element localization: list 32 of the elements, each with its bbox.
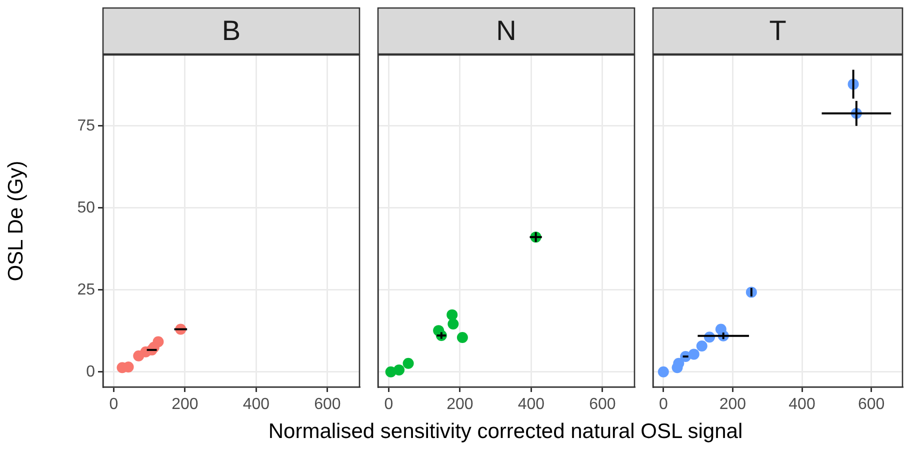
point	[446, 309, 458, 320]
x-tick-label: 600	[858, 396, 885, 414]
point	[456, 332, 468, 343]
y-tick-label: 25	[77, 281, 96, 298]
y-tick-label: 50	[77, 199, 96, 216]
chart-title: T	[769, 15, 786, 46]
y-tick-label: 75	[77, 117, 96, 134]
x-tick-label: 200	[172, 396, 198, 414]
x-tick-label: 600	[589, 396, 616, 414]
point	[152, 336, 164, 348]
x-tick-label: 400	[788, 396, 816, 414]
point	[696, 340, 708, 352]
x-tick-label: 0	[384, 396, 394, 414]
point	[394, 364, 405, 376]
chart-title: B	[222, 15, 241, 46]
x-tick-label: 200	[719, 396, 746, 414]
y-tick-label: 0	[86, 363, 96, 380]
x-tick-label: 200	[446, 396, 474, 414]
y-axis-title: OSL De (Gy)	[4, 160, 28, 282]
x-tick-label: 0	[658, 396, 668, 414]
point	[715, 324, 726, 335]
point	[448, 318, 459, 330]
x-tick-label: 0	[109, 396, 118, 414]
chart-title: N	[496, 15, 516, 46]
x-tick-label: 400	[518, 396, 545, 414]
x-tick-label: 400	[242, 396, 270, 414]
x-axis-title: Normalised sensitivity corrected natural OSL signal	[267, 420, 744, 444]
point	[688, 348, 700, 360]
point	[402, 358, 414, 369]
x-tick-label: 600	[314, 396, 341, 414]
point	[658, 366, 669, 378]
point	[673, 358, 684, 369]
